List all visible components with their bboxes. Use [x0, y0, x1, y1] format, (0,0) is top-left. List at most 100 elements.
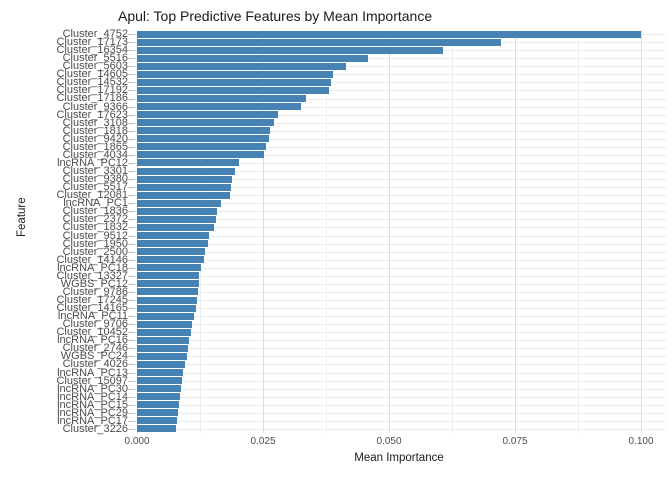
bar: [137, 86, 330, 94]
bar: [137, 54, 368, 62]
y-tick-label: lncRNA_PC12: [57, 156, 128, 169]
bar: [137, 103, 301, 111]
row-gridline: [132, 98, 666, 100]
y-tick-mark: [128, 412, 135, 414]
row-gridline: [132, 154, 666, 156]
y-tick-mark: [128, 154, 135, 156]
y-tick-label: lncRNA_PC17: [57, 414, 128, 427]
y-tick-mark: [128, 235, 135, 237]
y-tick-label: Cluster_9380: [62, 173, 128, 186]
bar: [137, 393, 180, 401]
bar: [137, 401, 179, 409]
bar: [137, 296, 198, 304]
bar: [137, 62, 347, 70]
y-tick-label: WGBS_PC24: [60, 350, 128, 363]
y-tick-mark: [128, 146, 135, 148]
y-tick-label: lncRNA_PC16: [57, 334, 128, 347]
bar: [137, 425, 176, 433]
y-tick-label: Cluster_17173: [56, 36, 128, 49]
row-gridline: [132, 106, 666, 108]
y-tick-label: lncRNA_PC15: [57, 398, 128, 411]
bar: [137, 320, 192, 328]
y-tick-mark: [128, 243, 135, 245]
x-tick-label: 0.050: [376, 436, 402, 447]
row-gridline: [132, 187, 666, 189]
y-tick-mark: [128, 267, 135, 269]
bar: [137, 223, 215, 231]
row-gridline: [132, 275, 666, 277]
bar: [137, 264, 201, 272]
y-tick-label: Cluster_10452: [56, 326, 128, 339]
row-gridline: [132, 259, 666, 261]
bar: [137, 199, 222, 207]
row-gridline: [132, 388, 666, 390]
y-tick-label: Cluster_3108: [62, 116, 128, 129]
y-tick-mark: [128, 211, 135, 213]
bar: [137, 369, 184, 377]
row-gridline: [132, 372, 666, 374]
y-tick-mark: [128, 114, 135, 116]
y-tick-label: Cluster_3226: [62, 422, 128, 435]
y-tick-mark: [128, 283, 135, 285]
bar: [137, 167, 235, 175]
y-tick-label: Cluster_14165: [56, 302, 128, 315]
y-tick-label: lncRNA_PC30: [57, 382, 128, 395]
y-tick-mark: [128, 42, 135, 44]
y-tick-label: Cluster_16354: [56, 44, 128, 57]
row-gridline: [132, 283, 666, 285]
row-gridline: [132, 114, 666, 116]
row-gridline: [132, 162, 666, 164]
y-tick-mark: [128, 372, 135, 374]
y-tick-mark: [128, 203, 135, 205]
y-tick-mark: [128, 74, 135, 76]
y-tick-mark: [128, 251, 135, 253]
bar: [137, 159, 240, 167]
row-gridline: [132, 316, 666, 318]
row-gridline: [132, 340, 666, 342]
bar: [137, 328, 191, 336]
row-gridline: [132, 219, 666, 221]
y-tick-label: Cluster_9512: [62, 229, 128, 242]
y-tick-mark: [128, 58, 135, 60]
bar: [137, 352, 187, 360]
chart-title: Apul: Top Predictive Features by Mean Im…: [118, 8, 433, 24]
y-tick-mark: [128, 66, 135, 68]
major-gridline: [263, 30, 264, 433]
row-gridline: [132, 179, 666, 181]
y-tick-mark: [128, 420, 135, 422]
x-tick-label: 0.000: [124, 436, 150, 447]
y-tick-label: Cluster_9786: [62, 285, 128, 298]
row-gridline: [132, 380, 666, 382]
bar: [137, 38, 501, 46]
y-tick-label: Cluster_5517: [62, 181, 128, 194]
bar: [137, 30, 641, 38]
y-tick-label: Cluster_1818: [62, 124, 128, 137]
minor-gridline: [452, 30, 453, 433]
y-tick-label: Cluster_9706: [62, 318, 128, 331]
major-gridline: [137, 30, 138, 433]
row-gridline: [132, 396, 666, 398]
row-gridline: [132, 412, 666, 414]
y-tick-label: Cluster_1832: [62, 221, 128, 234]
y-tick-label: Cluster_4752: [62, 28, 128, 41]
row-gridline: [132, 74, 666, 76]
y-tick-label: Cluster_17245: [56, 293, 128, 306]
y-tick-mark: [128, 179, 135, 181]
y-tick-label: Cluster_4026: [62, 358, 128, 371]
y-axis-ticks: [128, 30, 136, 433]
bar: [137, 288, 199, 296]
bar: [137, 95, 306, 102]
y-tick-mark: [128, 428, 135, 430]
y-tick-label: lncRNA_PC29: [57, 406, 128, 419]
y-tick-label: lncRNA_PC11: [57, 310, 128, 323]
row-gridline: [132, 227, 666, 229]
y-tick-label: Cluster_17186: [56, 92, 128, 105]
y-tick-mark: [128, 195, 135, 197]
y-tick-mark: [128, 332, 135, 334]
bar: [137, 385, 181, 393]
row-gridline: [132, 267, 666, 269]
bar: [137, 280, 199, 288]
y-tick-mark: [128, 396, 135, 398]
bar: [137, 417, 177, 425]
